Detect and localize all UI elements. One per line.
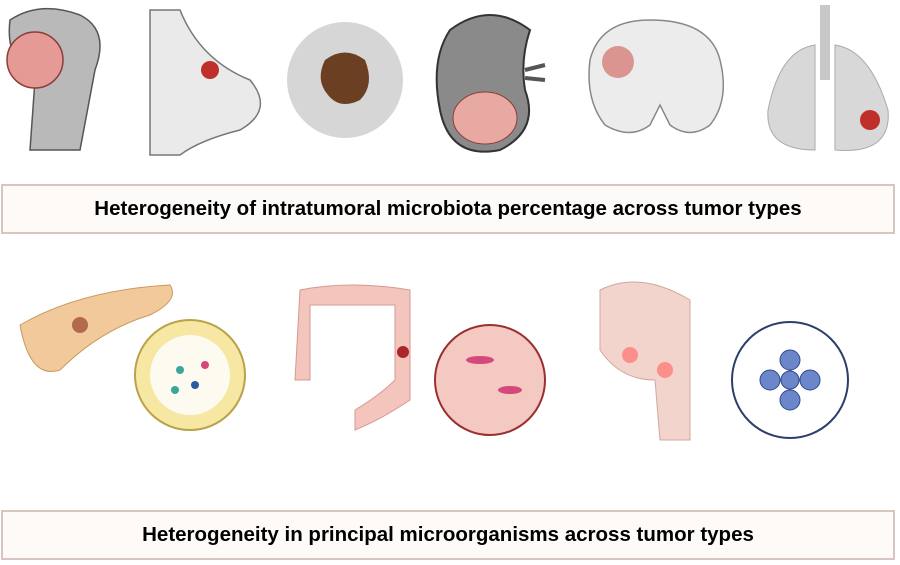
bone-tumor-illustration	[6, 7, 101, 151]
lung-tumor-illustration	[767, 5, 889, 151]
colon-illustration	[294, 284, 546, 436]
pancreas-illustration	[19, 284, 246, 431]
top-caption-box: Heterogeneity of intratumoral microbiota…	[1, 184, 895, 234]
kidney-tumor-illustration	[435, 14, 546, 153]
breast-tumor-illustration	[149, 9, 262, 156]
top-caption: Heterogeneity of intratumoral microbiota…	[94, 197, 802, 220]
brain-tumor-illustration	[588, 19, 725, 134]
nasopharynx-illustration	[599, 281, 849, 441]
bottom-caption-box: Heterogeneity in principal microorganism…	[1, 510, 895, 560]
bottom-caption: Heterogeneity in principal microorganism…	[142, 523, 754, 546]
skin-tumor-illustration	[287, 22, 403, 138]
